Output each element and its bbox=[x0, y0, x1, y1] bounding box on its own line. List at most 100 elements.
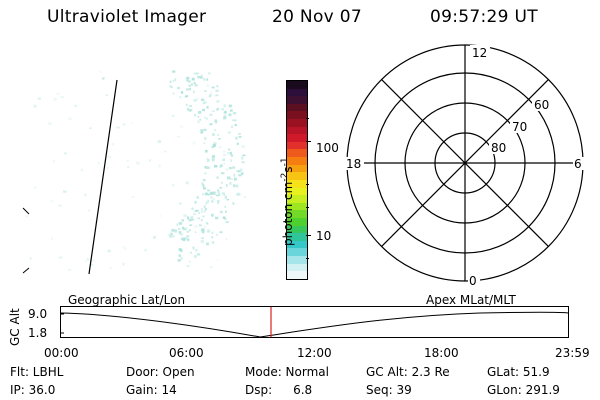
emission-pixel bbox=[229, 182, 232, 185]
edge-tick-lower bbox=[22, 267, 30, 274]
emission-pixel bbox=[203, 128, 207, 131]
emission-pixel bbox=[223, 116, 227, 120]
emission-pixel bbox=[89, 127, 92, 130]
emission-pixel bbox=[169, 80, 172, 84]
emission-pixel bbox=[189, 224, 193, 226]
emission-pixel bbox=[183, 237, 187, 240]
emission-pixel bbox=[194, 114, 196, 117]
emission-pixel bbox=[188, 260, 191, 263]
emission-pixel bbox=[232, 119, 236, 122]
colorbar-stripe bbox=[287, 263, 307, 272]
emission-pixel bbox=[238, 174, 242, 177]
emission-pixel bbox=[211, 236, 214, 239]
colorbar-stripe bbox=[287, 81, 307, 89]
emission-pixel bbox=[194, 210, 197, 212]
emission-pixel bbox=[178, 231, 182, 234]
emission-pixel bbox=[193, 90, 195, 94]
emission-pixel bbox=[220, 181, 223, 184]
emission-pixel bbox=[231, 125, 233, 128]
emission-pixel bbox=[230, 154, 234, 157]
emission-pixel bbox=[25, 215, 29, 217]
emission-pixel bbox=[179, 95, 182, 99]
emission-pixel bbox=[214, 121, 218, 124]
colorbar-stripe bbox=[287, 111, 307, 120]
emission-pixel bbox=[216, 94, 219, 97]
emission-pixel bbox=[212, 198, 215, 201]
emission-pixel bbox=[207, 189, 211, 192]
emission-pixel bbox=[174, 230, 177, 233]
emission-pixel bbox=[189, 216, 193, 219]
colorbar-stripe bbox=[287, 172, 307, 180]
lat-label-70: 70 bbox=[512, 120, 527, 134]
emission-pixel bbox=[213, 142, 217, 145]
emission-pixel bbox=[178, 222, 183, 225]
emission-pixel bbox=[200, 74, 203, 77]
emission-pixel bbox=[223, 150, 225, 153]
glat-readout: GLat: 51.9 bbox=[487, 365, 550, 379]
emission-pixel bbox=[201, 211, 203, 213]
emission-pixel bbox=[203, 210, 206, 213]
emission-pixel bbox=[189, 108, 193, 112]
edge-tick-upper bbox=[22, 207, 30, 215]
emission-pixel bbox=[223, 114, 227, 117]
emission-pixel bbox=[214, 129, 217, 131]
emission-pixel bbox=[234, 119, 237, 122]
emission-pixel bbox=[51, 236, 54, 240]
colorbar-stripe bbox=[287, 240, 307, 249]
colorbar-stripe bbox=[287, 179, 307, 188]
emission-pixel bbox=[202, 231, 205, 234]
emission-pixel bbox=[221, 172, 224, 175]
emission-pixel bbox=[178, 222, 182, 225]
emission-pixel bbox=[219, 164, 223, 167]
emission-pixel bbox=[171, 228, 175, 232]
emission-pixel bbox=[209, 123, 212, 126]
altitude-curve bbox=[59, 311, 570, 338]
emission-pixel bbox=[205, 201, 209, 204]
emission-pixel bbox=[206, 157, 209, 160]
emission-pixel bbox=[122, 245, 125, 248]
emission-pixel bbox=[202, 78, 206, 81]
emission-pixel bbox=[225, 221, 229, 223]
emission-pixel bbox=[204, 208, 207, 211]
mlt-label-18: 18 bbox=[346, 157, 361, 171]
emission-pixel bbox=[123, 247, 127, 250]
emission-pixel bbox=[234, 124, 237, 127]
emission-pixel bbox=[202, 193, 205, 196]
emission-pixel bbox=[84, 193, 87, 197]
time-label: 09:57:29 UT bbox=[430, 7, 538, 27]
emission-pixel bbox=[235, 136, 238, 139]
emission-pixel bbox=[187, 216, 190, 220]
alt-plot bbox=[59, 306, 570, 338]
emission-pixel bbox=[194, 84, 198, 87]
emission-pixel bbox=[191, 77, 195, 81]
colorbar-stripe bbox=[287, 195, 307, 203]
emission-pixel bbox=[214, 119, 217, 122]
emission-pixel bbox=[186, 235, 190, 238]
emission-pixel bbox=[194, 200, 197, 204]
emission-pixel bbox=[102, 77, 105, 81]
emission-pixel bbox=[190, 218, 194, 221]
emission-pixel bbox=[68, 117, 72, 121]
emission-pixel bbox=[182, 228, 187, 231]
emission-pixel bbox=[234, 177, 237, 181]
emission-pixel bbox=[227, 176, 231, 180]
emission-pixel bbox=[202, 215, 205, 218]
polar-grid: 12 18 6 0 60 70 80 bbox=[344, 44, 585, 288]
emission-pixel bbox=[217, 193, 221, 196]
emission-pixel bbox=[197, 75, 201, 79]
emission-pixel bbox=[63, 190, 67, 193]
emission-pixel bbox=[226, 198, 229, 201]
emission-pixel bbox=[238, 136, 242, 138]
emission-pixel bbox=[181, 219, 184, 222]
emission-pixel bbox=[105, 94, 108, 96]
emission-pixel bbox=[221, 172, 225, 175]
emission-pixel bbox=[198, 212, 201, 215]
colorbar-tick-100: 100 bbox=[316, 141, 339, 155]
emission-pixel bbox=[211, 86, 215, 89]
alt-xtick-0600: 06:00 bbox=[169, 346, 204, 360]
emission-pixel bbox=[64, 152, 67, 155]
emission-pixel bbox=[170, 232, 173, 236]
colorbar-stripe bbox=[287, 248, 307, 257]
emission-pixel bbox=[200, 130, 204, 134]
colorbar-stripe bbox=[287, 210, 307, 218]
